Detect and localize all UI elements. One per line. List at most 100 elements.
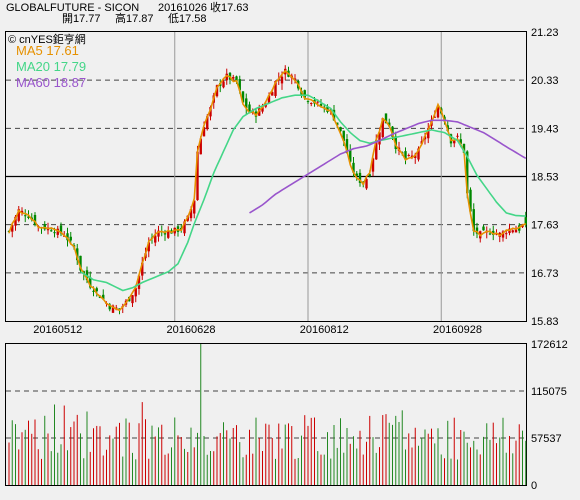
price-tick-label: 20.33 bbox=[531, 75, 559, 87]
legend-ma60: MA60 18.87 bbox=[16, 76, 86, 90]
candle-body bbox=[469, 189, 472, 212]
candle-body bbox=[303, 90, 306, 98]
candle-body bbox=[267, 95, 271, 104]
candle-body bbox=[196, 151, 199, 201]
candle-body bbox=[310, 102, 313, 104]
candle-body bbox=[206, 116, 209, 130]
candle-body bbox=[264, 104, 267, 107]
legend-ma5: MA5 17.61 bbox=[16, 44, 79, 58]
candle-body bbox=[261, 106, 264, 112]
candle-body bbox=[365, 178, 368, 189]
candle-body bbox=[472, 209, 475, 232]
candle-body bbox=[505, 233, 508, 235]
legend-ma5-name: MA5 bbox=[16, 43, 43, 58]
candle-body bbox=[258, 108, 261, 116]
candle-body bbox=[414, 154, 417, 158]
candle-body bbox=[69, 236, 72, 241]
price-tick-label: 15.83 bbox=[531, 316, 559, 328]
low-label: 低17.58 bbox=[168, 13, 207, 25]
date-tick-label: 20160928 bbox=[433, 324, 482, 336]
candle-body bbox=[459, 139, 462, 144]
candle-body bbox=[189, 208, 193, 219]
candle-body bbox=[66, 233, 69, 241]
candle-body bbox=[293, 78, 297, 80]
date-tick-label: 20160812 bbox=[300, 324, 349, 336]
candle-body bbox=[352, 162, 355, 173]
volume-tick-label: 57537 bbox=[531, 433, 562, 445]
candle-body bbox=[157, 230, 160, 237]
candle-body bbox=[59, 225, 63, 234]
high-label: 高17.87 bbox=[115, 13, 154, 25]
candle-body bbox=[95, 288, 98, 292]
symbol-label: GLOBALFUTURE - SICON bbox=[6, 2, 140, 14]
candle-body bbox=[521, 225, 524, 228]
candle-body bbox=[358, 172, 362, 183]
candle-body bbox=[436, 106, 440, 118]
candle-body bbox=[79, 255, 82, 271]
legend-ma5-value: 17.61 bbox=[46, 43, 79, 58]
candle-body bbox=[17, 209, 20, 221]
candle-body bbox=[456, 135, 459, 137]
candle-body bbox=[134, 288, 137, 297]
candle-body bbox=[453, 140, 456, 144]
candle-body bbox=[76, 248, 79, 261]
candle-body bbox=[433, 116, 436, 118]
candle-body bbox=[274, 81, 277, 96]
candle-body bbox=[215, 85, 219, 97]
candle-body bbox=[384, 113, 388, 124]
candle-body bbox=[462, 143, 466, 153]
candle-body bbox=[381, 118, 384, 138]
candle-body bbox=[329, 109, 332, 111]
open-label: 開17.77 bbox=[62, 13, 101, 25]
candle-body bbox=[514, 229, 518, 233]
candle-body bbox=[488, 233, 492, 235]
legend-ma60-name: MA60 bbox=[16, 75, 50, 90]
candle-body bbox=[355, 173, 358, 176]
legend-ma20-value: 17.79 bbox=[53, 59, 87, 74]
close-label: 收17.63 bbox=[210, 2, 249, 14]
candle-body bbox=[235, 76, 238, 82]
candle-body bbox=[319, 103, 323, 107]
candle-body bbox=[238, 79, 241, 91]
candle-body bbox=[501, 231, 505, 238]
candle-body bbox=[342, 130, 345, 142]
candle-body bbox=[154, 235, 157, 243]
candle-body bbox=[202, 126, 206, 137]
cnyes-logo: © cnYES鉅亨網 bbox=[8, 34, 86, 46]
candle-body bbox=[482, 226, 485, 231]
candle-body bbox=[167, 230, 170, 238]
legend-ma20: MA20 17.79 bbox=[16, 60, 86, 74]
price-tick-label: 17.63 bbox=[531, 220, 559, 232]
candle-body bbox=[43, 224, 46, 230]
candle-body bbox=[495, 233, 498, 235]
candle-body bbox=[368, 174, 371, 176]
candle-body bbox=[27, 216, 30, 219]
candle-body bbox=[232, 77, 235, 79]
ma5-line bbox=[8, 69, 527, 312]
date-tick-label: 20160628 bbox=[167, 324, 216, 336]
candle-body bbox=[404, 151, 407, 160]
candle-body bbox=[33, 214, 37, 225]
candle-body bbox=[271, 92, 274, 96]
candle-body bbox=[407, 155, 410, 157]
legend-ma60-value: 18.87 bbox=[53, 75, 87, 90]
candle-body bbox=[391, 126, 394, 137]
candle-body bbox=[339, 126, 342, 132]
candle-body bbox=[20, 210, 24, 213]
candle-body bbox=[388, 122, 391, 127]
candle-body bbox=[193, 200, 196, 214]
candle-body bbox=[375, 139, 378, 160]
candle-body bbox=[492, 230, 495, 235]
candle-body bbox=[466, 151, 469, 194]
candle-body bbox=[53, 232, 56, 234]
candle-body bbox=[511, 230, 514, 233]
candle-body bbox=[371, 158, 375, 172]
candle-body bbox=[417, 148, 420, 160]
candle-body bbox=[345, 139, 349, 154]
candle-body bbox=[131, 295, 134, 304]
legend-ma20-name: MA20 bbox=[16, 59, 50, 74]
candle-body bbox=[316, 101, 319, 103]
candle-body bbox=[245, 98, 248, 108]
candle-body bbox=[306, 101, 310, 103]
